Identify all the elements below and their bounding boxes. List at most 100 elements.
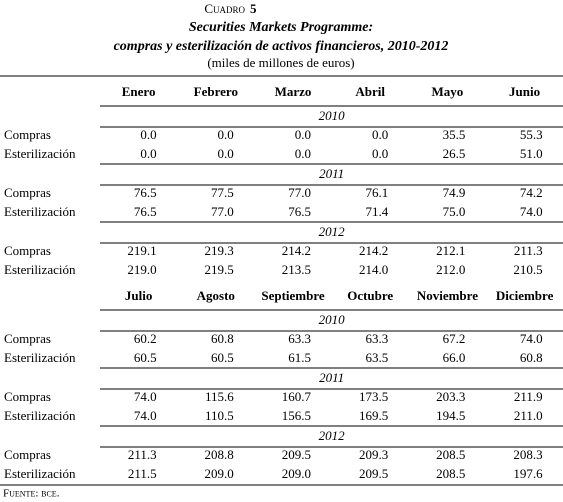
cell: 74.0 bbox=[134, 389, 157, 404]
cell: 209.0 bbox=[205, 466, 234, 481]
cell: 67.2 bbox=[443, 331, 466, 346]
cell: 35.5 bbox=[443, 127, 466, 142]
row-label: Esterilización bbox=[4, 146, 76, 161]
column-header: Junio bbox=[509, 84, 540, 99]
cell: 0.0 bbox=[218, 146, 234, 161]
column-header: Mayo bbox=[432, 84, 464, 99]
cell: 214.0 bbox=[359, 262, 388, 277]
year-label: 2011 bbox=[319, 166, 344, 181]
row-label: Esterilización bbox=[4, 262, 76, 277]
cell: 203.3 bbox=[436, 389, 465, 404]
cell: 60.2 bbox=[134, 331, 157, 346]
cell: 74.0 bbox=[134, 408, 157, 423]
cell: 173.5 bbox=[359, 389, 388, 404]
cell: 219.0 bbox=[127, 262, 156, 277]
cell: 213.5 bbox=[282, 262, 311, 277]
column-header: Enero bbox=[122, 84, 156, 99]
cell: 77.0 bbox=[288, 185, 311, 200]
cell: 208.8 bbox=[205, 447, 234, 462]
column-header: Abril bbox=[355, 84, 385, 99]
cell: 194.5 bbox=[436, 408, 465, 423]
cell: 110.5 bbox=[205, 408, 234, 423]
cell: 160.7 bbox=[282, 389, 312, 404]
cell: 75.0 bbox=[443, 204, 466, 219]
cell: 60.8 bbox=[520, 350, 543, 365]
cell: 214.2 bbox=[359, 243, 388, 258]
row-label: Esterilización bbox=[4, 408, 76, 423]
year-label: 2010 bbox=[319, 108, 346, 123]
subtitle: compras y esterilización de activos fina… bbox=[114, 39, 449, 54]
cell: 74.2 bbox=[520, 185, 543, 200]
row-label: Esterilización bbox=[4, 466, 76, 481]
cell: 77.0 bbox=[211, 204, 234, 219]
row-label: Compras bbox=[4, 185, 51, 200]
cell: 115.6 bbox=[205, 389, 234, 404]
cell: 0.0 bbox=[372, 146, 388, 161]
cell: 214.2 bbox=[282, 243, 311, 258]
cell: 219.5 bbox=[205, 262, 234, 277]
row-label: Esterilización bbox=[4, 350, 76, 365]
source: Fuente: bce. bbox=[3, 488, 60, 500]
cell: 74.0 bbox=[520, 204, 543, 219]
cell: 210.5 bbox=[513, 262, 542, 277]
cell: 26.5 bbox=[443, 146, 466, 161]
title: Securities Markets Programme: bbox=[189, 20, 373, 35]
column-header: Agosto bbox=[197, 288, 235, 303]
cell: 60.5 bbox=[134, 350, 157, 365]
cell: 55.3 bbox=[520, 127, 543, 142]
row-label: Compras bbox=[4, 243, 51, 258]
cell: 208.3 bbox=[513, 447, 542, 462]
cell: 219.3 bbox=[205, 243, 234, 258]
cell: 211.0 bbox=[514, 408, 543, 423]
cell: 71.4 bbox=[365, 204, 388, 219]
column-header: Julio bbox=[125, 288, 152, 303]
row-label: Compras bbox=[4, 127, 51, 142]
row-label: Compras bbox=[4, 331, 51, 346]
cell: 169.5 bbox=[359, 408, 388, 423]
cell: 0.0 bbox=[218, 127, 234, 142]
column-header: Noviembre bbox=[417, 288, 478, 303]
table-number: 5 bbox=[250, 1, 257, 16]
cell: 0.0 bbox=[295, 146, 311, 161]
cell: 76.5 bbox=[288, 204, 311, 219]
column-header: Febrero bbox=[194, 84, 238, 99]
cell: 66.0 bbox=[443, 350, 466, 365]
column-header: Diciembre bbox=[496, 288, 554, 303]
cell: 60.5 bbox=[211, 350, 234, 365]
cell: 156.5 bbox=[282, 408, 311, 423]
cell: 76.5 bbox=[134, 185, 157, 200]
year-label: 2011 bbox=[319, 370, 344, 385]
cell: 211.3 bbox=[128, 447, 157, 462]
cell: 74.9 bbox=[443, 185, 466, 200]
cell: 0.0 bbox=[372, 127, 388, 142]
cell: 61.5 bbox=[288, 350, 311, 365]
cell: 212.0 bbox=[436, 262, 465, 277]
row-label: Compras bbox=[4, 447, 51, 462]
cell: 209.5 bbox=[359, 466, 388, 481]
cell: 209.5 bbox=[282, 447, 311, 462]
cell: 60.8 bbox=[211, 331, 234, 346]
cell: 219.1 bbox=[127, 243, 156, 258]
cell: 209.3 bbox=[359, 447, 388, 462]
cell: 76.1 bbox=[365, 185, 388, 200]
cell: 0.0 bbox=[140, 146, 156, 161]
year-label: 2010 bbox=[319, 312, 346, 327]
cell: 63.3 bbox=[288, 331, 311, 346]
cell: 211.5 bbox=[128, 466, 157, 481]
row-label: Esterilización bbox=[4, 204, 76, 219]
cell: 211.9 bbox=[514, 389, 543, 404]
cell: 0.0 bbox=[140, 127, 156, 142]
cell: 209.0 bbox=[282, 466, 311, 481]
cell: 212.1 bbox=[436, 243, 465, 258]
cell: 208.5 bbox=[436, 447, 465, 462]
year-label: 2012 bbox=[319, 428, 346, 443]
units: (miles de millones de euros) bbox=[207, 55, 354, 70]
cell: 197.6 bbox=[513, 466, 543, 481]
row-label: Compras bbox=[4, 389, 51, 404]
column-header: Marzo bbox=[275, 84, 312, 99]
table-label: Cuadro bbox=[204, 1, 245, 16]
cell: 74.0 bbox=[520, 331, 543, 346]
cell: 77.5 bbox=[211, 185, 234, 200]
column-header: Octubre bbox=[347, 288, 393, 303]
